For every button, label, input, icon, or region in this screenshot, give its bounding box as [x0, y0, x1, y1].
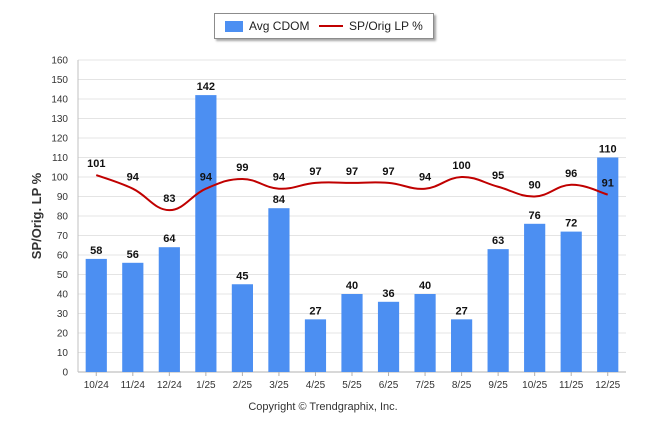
bar-data-label: 40 [419, 280, 431, 292]
x-tick-label: 3/25 [269, 380, 289, 391]
y-tick-label: 110 [52, 153, 68, 164]
y-tick-label: 30 [57, 309, 69, 320]
bar-3-25 [268, 208, 290, 372]
x-tick-label: 10/24 [84, 380, 109, 391]
bar-8-25 [451, 319, 473, 372]
legend-bar-swatch [225, 20, 243, 32]
y-tick-label: 40 [57, 290, 69, 301]
x-tick-label: 8/25 [452, 380, 472, 391]
legend-bar-label: Avg CDOM [249, 19, 310, 33]
bar-data-label: 110 [599, 144, 617, 156]
line-data-label: 90 [529, 180, 541, 192]
y-tick-label: 130 [51, 114, 68, 125]
legend-line-swatch [319, 25, 343, 27]
legend-line-label: SP/Orig LP % [349, 19, 423, 33]
bar-6-25 [377, 301, 400, 372]
bar-data-label: 76 [529, 210, 541, 222]
bar-10-24 [85, 258, 107, 372]
bar-data-label: 40 [346, 280, 358, 292]
y-tick-label: 120 [51, 134, 68, 145]
bar-data-label: 36 [382, 288, 394, 300]
bar-2-25 [231, 284, 253, 372]
bar-data-label: 58 [90, 245, 102, 257]
line-data-label: 99 [236, 162, 248, 174]
bar-data-label: 142 [197, 81, 215, 93]
bar-11-24 [122, 262, 144, 372]
bar-data-label: 45 [236, 270, 248, 282]
bar-data-label: 56 [127, 249, 139, 261]
line-data-label: 97 [309, 166, 321, 178]
line-data-label: 94 [200, 172, 213, 184]
bar-9-25 [487, 249, 509, 372]
line-data-label: 96 [565, 168, 577, 180]
x-tick-label: 11/24 [121, 380, 146, 391]
legend-item-avg-cdom[interactable]: Avg CDOM [225, 14, 309, 38]
y-tick-label: 20 [57, 329, 69, 340]
line-data-label: 101 [87, 158, 105, 170]
bar-1-25 [195, 95, 217, 372]
x-tick-label: 12/25 [595, 380, 620, 391]
y-axis-label: SP/Orig. LP % [29, 172, 44, 259]
bar-data-label: 27 [455, 305, 467, 317]
bar-data-label: 27 [309, 305, 321, 317]
line-data-label: 97 [382, 166, 394, 178]
x-tick-label: 12/24 [157, 380, 182, 391]
y-tick-label: 70 [57, 231, 69, 242]
bar-12-24 [158, 247, 180, 372]
x-tick-label: 9/25 [488, 380, 508, 391]
x-tick-label: 4/25 [306, 380, 326, 391]
bar-data-label: 72 [565, 218, 577, 230]
bar-4-25 [304, 319, 327, 372]
bar-data-label: 84 [273, 194, 286, 206]
y-tick-label: 10 [57, 348, 69, 359]
x-tick-label: 11/25 [559, 380, 584, 391]
y-tick-label: 0 [62, 368, 68, 379]
bar-5-25 [341, 294, 363, 372]
line-data-label: 91 [602, 178, 614, 190]
line-data-label: 94 [127, 172, 140, 184]
x-tick-label: 1/25 [196, 380, 216, 391]
line-data-label: 94 [419, 172, 432, 184]
bar-7-25 [414, 294, 436, 372]
line-data-label: 97 [346, 166, 358, 178]
line-data-label: 94 [273, 172, 286, 184]
x-tick-label: 7/25 [415, 380, 435, 391]
line-data-label: 95 [492, 170, 504, 182]
line-data-label: 83 [163, 193, 175, 205]
bar-data-label: 63 [492, 235, 504, 247]
y-tick-label: 100 [51, 173, 68, 184]
bar-10-25 [524, 223, 546, 372]
bar-data-label: 64 [163, 233, 176, 245]
bar-11-25 [560, 231, 582, 372]
y-tick-label: 60 [57, 251, 69, 262]
y-tick-label: 160 [51, 56, 68, 67]
legend-item-sp-orig-lp[interactable]: SP/Orig LP % [319, 14, 423, 38]
y-tick-label: 80 [57, 212, 69, 223]
copyright-text: Copyright © Trendgraphix, Inc. [248, 401, 398, 413]
x-tick-label: 5/25 [342, 380, 362, 391]
y-tick-label: 50 [57, 270, 69, 281]
y-tick-label: 90 [57, 192, 69, 203]
x-tick-label: 6/25 [379, 380, 399, 391]
line-data-label: 100 [452, 160, 470, 172]
line-series-sp-orig-lp [95, 174, 609, 212]
x-tick-label: 2/25 [233, 380, 253, 391]
y-tick-label: 140 [51, 95, 68, 106]
x-tick-label: 10/25 [522, 380, 547, 391]
legend: Avg CDOM SP/Orig LP % [214, 13, 434, 39]
bar-12-25 [597, 157, 619, 372]
y-tick-label: 150 [51, 75, 68, 86]
